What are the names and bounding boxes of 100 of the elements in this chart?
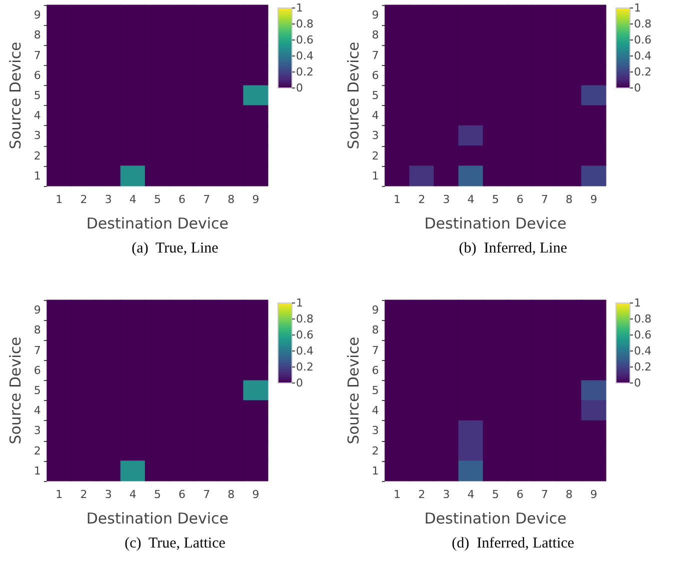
color-bar-label: 0.8 [296,18,314,30]
y-tick-label: 7 [34,344,41,357]
y-tick-label: 4 [372,109,379,122]
x-tick-label: 2 [80,488,88,501]
y-tick-label: 5 [372,89,379,102]
y-tick-label: 7 [34,48,41,62]
x-tick-label: 3 [104,193,112,206]
y-tick-label: 8 [34,324,41,337]
x-axis-title: Destination Device [86,510,229,528]
y-tick-label: 8 [372,324,379,337]
y-tick-label: 8 [34,28,41,42]
color-bar-label: 1 [634,296,641,310]
x-tick-label: 6 [516,193,524,206]
x-tick-label: 5 [154,193,161,206]
x-tick-label: 2 [418,488,426,501]
y-tick-label: 2 [372,444,379,458]
y-tick-label: 1 [34,464,41,478]
x-tick-label: 9 [590,488,598,501]
x-tick-label: 7 [203,488,210,501]
x-tick-label: 9 [252,193,260,206]
x-tick-label: 3 [442,193,450,206]
y-tick-label: 6 [34,364,41,377]
y-axis-title: Source Device [6,336,24,444]
color-bar-label: 0.6 [296,34,314,46]
x-axis-title: Destination Device [424,510,567,528]
x-tick-label: 2 [418,193,426,206]
x-tick-label: 4 [129,193,136,206]
x-tick-label: 6 [178,488,186,501]
y-tick-label: 9 [34,304,41,317]
y-tick-label: 1 [372,169,379,182]
color-bar-label: 0.4 [634,344,652,358]
color-bar-label: 0.6 [634,328,652,342]
color-bar-label: 0 [634,376,641,390]
x-tick-label: 9 [590,193,598,206]
x-tick-label: 6 [516,488,524,501]
color-bar-label: 0 [296,376,303,390]
color-bar-label: 1 [296,296,303,310]
color-bar-label: 0.2 [634,66,652,78]
color-bar-label: 0.2 [296,66,314,78]
x-tick-label: 8 [566,193,573,206]
x-tick-label: 5 [154,488,161,501]
y-axis-title: Source Device [344,42,362,150]
y-tick-label: 9 [34,8,41,22]
color-bar-label: 0.4 [634,50,652,62]
x-tick-label: 5 [492,193,499,206]
y-tick-label: 3 [34,129,41,142]
y-tick-label: 7 [372,48,379,62]
y-tick-label: 9 [372,304,379,317]
color-bar-label: 0.4 [296,50,314,62]
y-tick-label: 4 [34,109,41,122]
x-axis-title: Destination Device [86,214,229,232]
y-tick-label: 1 [372,464,379,478]
color-bar-label: 0.8 [634,312,652,326]
y-tick-label: 2 [34,149,41,162]
text: (c) True, Lattice [124,536,226,552]
x-tick-label: 1 [394,488,401,501]
y-tick-label: 3 [34,424,41,438]
x-tick-label: 1 [56,488,63,501]
y-tick-label: 4 [34,404,41,418]
color-bar-label: 1 [634,2,641,14]
x-tick-label: 6 [178,193,186,206]
text: (b) Inferred, Line [458,240,568,256]
y-tick-label: 3 [372,129,379,142]
x-tick-label: 1 [56,193,63,206]
x-tick-label: 8 [228,193,235,206]
color-bar-label: 0.6 [634,34,652,46]
y-tick-label: 3 [372,424,379,438]
color-bar-label: 0.2 [634,360,652,374]
x-tick-label: 5 [492,488,499,501]
y-tick-label: 6 [372,68,379,82]
x-tick-label: 7 [541,488,548,501]
text: (d) Inferred, Lattice [452,536,575,552]
y-tick-label: 2 [372,149,379,162]
y-tick-label: 5 [34,89,41,102]
y-tick-label: 2 [34,444,41,458]
x-tick-label: 8 [228,488,235,501]
color-bar-label: 0.2 [296,360,314,374]
y-tick-label: 1 [34,169,41,182]
y-tick-label: 7 [372,344,379,357]
y-tick-label: 8 [372,28,379,42]
y-axis-title: Source Device [344,336,362,444]
y-axis-title: Source Device [6,42,24,150]
x-tick-label: 2 [80,193,88,206]
color-bar-label: 0.8 [634,18,652,30]
x-tick-label: 8 [566,488,573,501]
y-tick-label: 5 [34,384,41,397]
color-bar-label: 0.4 [296,344,314,358]
y-tick-label: 9 [372,8,379,22]
color-bar-label: 0.6 [296,328,314,342]
x-tick-label: 9 [252,488,260,501]
y-tick-label: 5 [372,384,379,397]
x-tick-label: 7 [541,193,548,206]
x-tick-label: 3 [104,488,112,501]
color-bar-label: 1 [296,2,303,14]
x-tick-label: 4 [467,488,474,501]
x-tick-label: 4 [467,193,474,206]
x-axis-title: Destination Device [424,214,567,232]
color-bar-label: 0 [296,82,303,94]
x-tick-label: 1 [394,193,401,206]
y-tick-label: 6 [372,364,379,377]
